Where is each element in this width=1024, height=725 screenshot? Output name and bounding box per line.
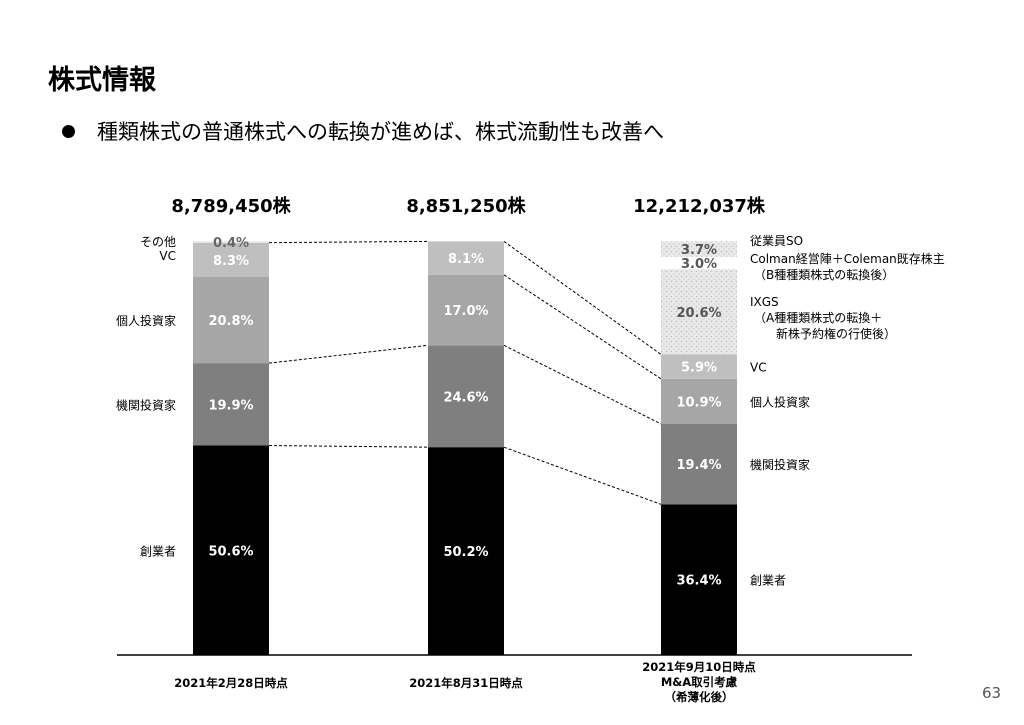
right-label-colman-1: （B種種類株式の転換後） <box>754 267 894 282</box>
bar-founder-0 <box>193 445 269 655</box>
category-label-2-2: （希薄化後） <box>665 690 734 704</box>
connector-line-institutional <box>503 344 662 425</box>
category-label-2-0: 2021年9月10日時点 <box>642 660 756 674</box>
left-label-institutional: 機関投資家 <box>116 397 176 412</box>
category-label-2-1: M&A取引考慮 <box>661 675 738 689</box>
total-label-2: 12,212,037株 <box>633 195 766 217</box>
bar-vc-1 <box>428 241 504 275</box>
bar-founder-1 <box>428 447 504 655</box>
connector-line-institutional <box>268 344 429 364</box>
data-label-founder-0: 50.6% <box>208 544 253 559</box>
bar-institutional-2 <box>661 423 737 505</box>
data-label-employee_so-2: 3.7% <box>681 243 717 258</box>
bar-institutional-1 <box>428 345 504 448</box>
data-label-colman-2: 3.0% <box>681 257 717 272</box>
bar-individual-0 <box>193 277 269 364</box>
bullet-row: 種類株式の普通株式への転換が進めば、株式流動性も改善へ <box>62 116 664 146</box>
right-label-founder-0: 創業者 <box>750 574 786 588</box>
bar-institutional-0 <box>193 363 269 446</box>
data-label-vc-2: 5.9% <box>681 361 717 376</box>
page-number: 63 <box>982 684 1002 702</box>
left-label-individual: 個人投資家 <box>116 313 176 328</box>
connector-line-founder <box>268 445 429 448</box>
data-label-other-0: 0.4% <box>213 236 249 251</box>
data-label-individual-0: 20.8% <box>208 314 253 329</box>
connector-line-vc <box>268 240 429 244</box>
connector-line-individual <box>503 274 662 380</box>
total-label-1: 8,851,250株 <box>406 195 526 217</box>
category-label-0-0: 2021年2月28日時点 <box>174 676 288 690</box>
bar-individual-2 <box>661 378 737 424</box>
data-label-institutional-1: 24.6% <box>443 390 488 405</box>
data-label-vc-0: 8.3% <box>213 254 249 269</box>
right-label-ixgs-1: （A種種類株式の転換＋ <box>754 310 882 325</box>
data-label-ixgs-2: 20.6% <box>676 306 721 321</box>
left-label-founder: 創業者 <box>140 544 176 558</box>
bar-founder-2 <box>661 504 737 655</box>
right-label-individual-0: 個人投資家 <box>750 394 810 409</box>
left-label-other: その他 <box>140 235 176 249</box>
data-label-vc-1: 8.1% <box>448 252 484 267</box>
data-label-institutional-0: 19.9% <box>208 398 253 413</box>
data-label-individual-2: 10.9% <box>676 395 721 410</box>
data-label-institutional-2: 19.4% <box>676 458 721 473</box>
bar-other-0 <box>193 241 269 243</box>
right-label-colman-0: Colman経営陣＋Coleman既存株主 <box>750 251 945 266</box>
data-label-founder-2: 36.4% <box>676 574 721 589</box>
data-label-founder-1: 50.2% <box>443 545 488 560</box>
bar-employee_so-2 <box>661 241 737 257</box>
bullet-dot-icon <box>62 124 75 138</box>
slide-title: 株式情報 <box>48 65 156 96</box>
right-label-ixgs-0: IXGS <box>750 295 779 309</box>
connector-line-vc <box>503 241 662 355</box>
left-label-vc: VC <box>159 249 176 263</box>
right-label-vc-0: VC <box>750 361 767 375</box>
bar-vc-2 <box>661 354 737 379</box>
bar-ixgs-2 <box>661 269 737 355</box>
bullet-text: 種類株式の普通株式への転換が進めば、株式流動性も改善へ <box>97 120 664 144</box>
total-label-0: 8,789,450株 <box>171 195 291 217</box>
connector-line-founder <box>503 446 662 505</box>
right-label-ixgs-2: 新株予約権の行使後） <box>776 326 896 341</box>
bar-individual-1 <box>428 274 504 346</box>
category-label-1-0: 2021年8月31日時点 <box>409 676 523 690</box>
bar-vc-0 <box>193 242 269 278</box>
data-label-individual-1: 17.0% <box>443 304 488 319</box>
right-label-employee_so-0: 従業員SO <box>750 234 803 248</box>
bar-colman-2 <box>661 256 737 270</box>
right-label-institutional-0: 機関投資家 <box>750 457 810 472</box>
